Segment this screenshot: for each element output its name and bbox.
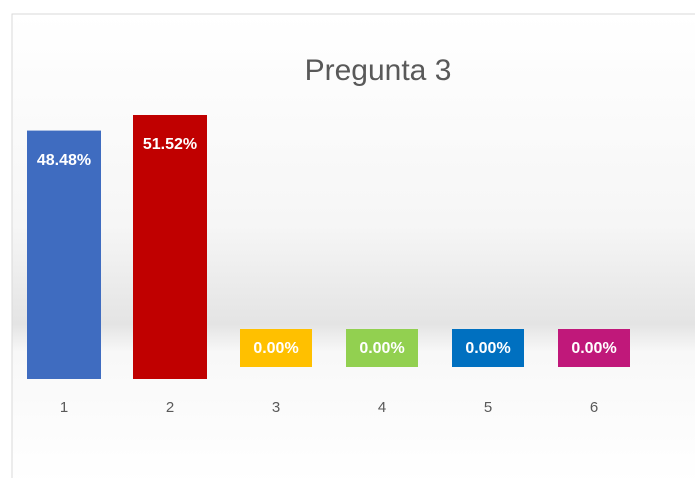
data-label: 0.00% [253, 340, 298, 357]
plot-background [11, 13, 695, 478]
x-tick-label: 2 [166, 399, 174, 416]
data-label-background [240, 329, 312, 367]
data-label: 0.00% [571, 340, 616, 357]
x-tick-label: 1 [60, 399, 68, 416]
chart-title: Pregunta 3 [305, 54, 452, 87]
data-label-background [452, 329, 524, 367]
data-label-background [558, 329, 630, 367]
data-label: 51.52% [143, 136, 197, 153]
bar [27, 130, 101, 379]
data-label: 0.00% [465, 340, 510, 357]
x-tick-label: 5 [484, 399, 492, 416]
x-tick-label: 3 [272, 399, 280, 416]
data-label: 0.00% [359, 340, 404, 357]
x-tick-label: 6 [590, 399, 598, 416]
data-label: 48.48% [37, 152, 91, 169]
data-label-background [346, 329, 418, 367]
x-tick-label: 4 [378, 399, 386, 416]
bar [133, 115, 207, 379]
